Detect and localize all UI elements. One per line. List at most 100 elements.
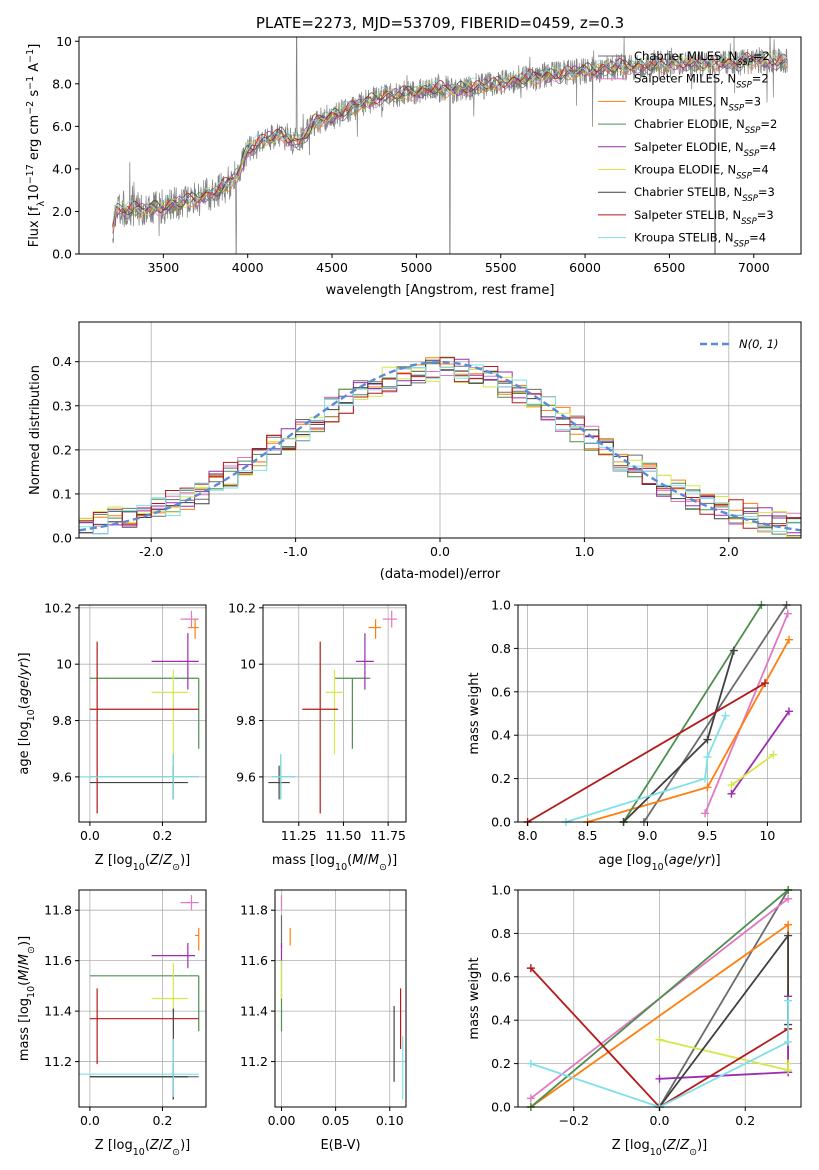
- x-tick-label: 5500: [485, 260, 517, 275]
- legend-text: =3: [758, 185, 775, 199]
- label-part: /: [676, 1138, 681, 1153]
- y-tick-label: 9.6: [236, 769, 256, 784]
- legend-text: Chabrier ELODIE, N: [634, 117, 745, 131]
- label-part: Flux [f: [27, 206, 42, 247]
- label-part: (: [145, 1138, 150, 1153]
- y-tick-label: 11.2: [44, 1054, 72, 1069]
- panel-mass-vs-ebv: 0.00 0.05 0.10 11.2 11.4 11.6 11.8 E(B-V): [240, 889, 407, 1153]
- x-tick-label: -1.0: [283, 544, 307, 559]
- x-axis-label: mass [log10(M/M⊙)]: [272, 853, 397, 873]
- legend-entry: Chabrier STELIB, NSSP=3: [634, 185, 775, 204]
- y-tick-label: 10: [56, 657, 72, 672]
- weight-point-7: [761, 679, 770, 688]
- label-part: (: [662, 1138, 667, 1153]
- y-axis-label: mass [log10(M/M⊙)]: [17, 936, 37, 1061]
- legend-entry: Kroupa MILES, NSSP=3: [634, 94, 761, 113]
- plot-area-weight-vs-z: [526, 886, 793, 1111]
- label-part: 10: [133, 862, 145, 873]
- weight-line-4: [730, 710, 790, 795]
- x-tick-label: 7000: [738, 260, 770, 275]
- weight-point-1: [783, 609, 792, 618]
- legend-entry: Kroupa STELIB, NSSP=4: [634, 231, 766, 250]
- weight-point-8: [701, 774, 710, 783]
- legend-text: Chabrier MILES, N: [634, 49, 737, 63]
- weight-point-2: [703, 783, 712, 792]
- y-axis-label: mass weight: [467, 957, 482, 1039]
- legend-entry: Salpeter STELIB, NSSP=3: [634, 208, 774, 227]
- spectrum-model-8: [112, 51, 788, 223]
- axes-frame: [78, 321, 802, 539]
- weight-point-8: [784, 996, 793, 1005]
- weight-point-5: [784, 1059, 793, 1068]
- y-tick-label: 0.2: [491, 771, 511, 786]
- label-part: 10: [650, 1147, 662, 1158]
- legend-text: =2: [760, 117, 777, 131]
- label-part: Z [log: [95, 1138, 133, 1153]
- label-part: (: [17, 981, 32, 986]
- y-axis-label: age [log10(age/yr)]: [17, 652, 37, 774]
- y-tick-label: 0.2: [52, 442, 72, 457]
- label-part: λ: [36, 200, 47, 206]
- legend-subscript: SSP: [744, 149, 760, 159]
- y-tick-label: 10.2: [44, 600, 72, 615]
- panel-mass-vs-z: 0.0 0.211.211.411.611.8Z [log10(Z/Z⊙)]mas…: [17, 889, 207, 1158]
- y-tick-label: 0.4: [491, 728, 511, 743]
- y-tick-label: 0.0: [52, 531, 72, 546]
- label-part: /: [693, 853, 698, 868]
- legend-subscript: SSP: [736, 172, 752, 182]
- x-tick-label: 6000: [569, 260, 601, 275]
- label-part: Z: [162, 1138, 173, 1153]
- y-tick-label: 0.2: [491, 1056, 511, 1071]
- label-part: (: [347, 853, 352, 868]
- x-tick-label: 0.0: [80, 828, 100, 843]
- label-part: Z [log: [95, 853, 133, 868]
- y-tick-label: 10: [240, 657, 256, 672]
- legend-entry: Chabrier ELODIE, NSSP=2: [634, 117, 777, 136]
- y-tick-label: 0.4: [52, 354, 72, 369]
- weight-line-5: [730, 753, 774, 786]
- weight-point-2: [785, 635, 794, 644]
- weight-point-6: [703, 735, 712, 744]
- y-tick-label: 10.2: [228, 600, 256, 615]
- x-tick-label: 0.05: [322, 1113, 350, 1128]
- label-part: age [log: [17, 721, 32, 774]
- x-tick-label: 9.0: [638, 828, 658, 843]
- label-part: A: [27, 63, 42, 76]
- legend-text: Salpeter MILES, N: [634, 72, 736, 86]
- legend-text: Kroupa STELIB, N: [634, 231, 734, 245]
- label-part: yr: [696, 853, 712, 868]
- panel-weight-vs-age: 8.0 8.5 9.0 9.5 10 0.0 0.2 0.4 0.6 0.8 1.0 age [log…: [467, 598, 802, 873]
- weight-point-1: [701, 809, 710, 818]
- x-tick-label: 0.2: [153, 1113, 173, 1128]
- spectrum-model-7: [112, 52, 788, 228]
- weight-line-3: [622, 604, 763, 823]
- label-part: ⊙: [172, 862, 180, 873]
- label-part: Z [log: [612, 1138, 650, 1153]
- label-part: 10: [26, 709, 37, 721]
- legend-text: =2: [753, 49, 770, 63]
- y-tick-label: 9.8: [236, 713, 256, 728]
- plot-area-age-vs-mass: [268, 610, 398, 814]
- weight-point-8: [703, 752, 712, 761]
- label-part: 10: [26, 986, 37, 998]
- spectrum-data-line: [112, 37, 788, 254]
- y-tick-label: 0.1: [52, 486, 72, 501]
- axes-frame: [78, 36, 802, 255]
- label-part: −2: [25, 101, 36, 115]
- y-tick-label: 0.8: [491, 926, 511, 941]
- x-tick-label: 0.2: [153, 828, 173, 843]
- plot-area-mass-vs-ebv: [280, 895, 404, 1100]
- legend-subscript: SSP: [741, 217, 757, 227]
- label-part: )]: [180, 853, 190, 868]
- weight-point-8: [784, 1037, 793, 1046]
- panel-residuals: -2.0 -1.0 0.0 1.0 2.0 0.0 0.1 0.2 0.3 0.4 (data-mo…: [28, 321, 802, 582]
- x-tick-label: 9.5: [698, 828, 718, 843]
- x-axis-label: (data-model)/error: [380, 567, 501, 582]
- label-part: /: [17, 675, 32, 680]
- legend-subscript: SSP: [737, 58, 753, 68]
- plot-area-age-vs-z: [79, 610, 200, 814]
- weight-point-7: [526, 964, 535, 973]
